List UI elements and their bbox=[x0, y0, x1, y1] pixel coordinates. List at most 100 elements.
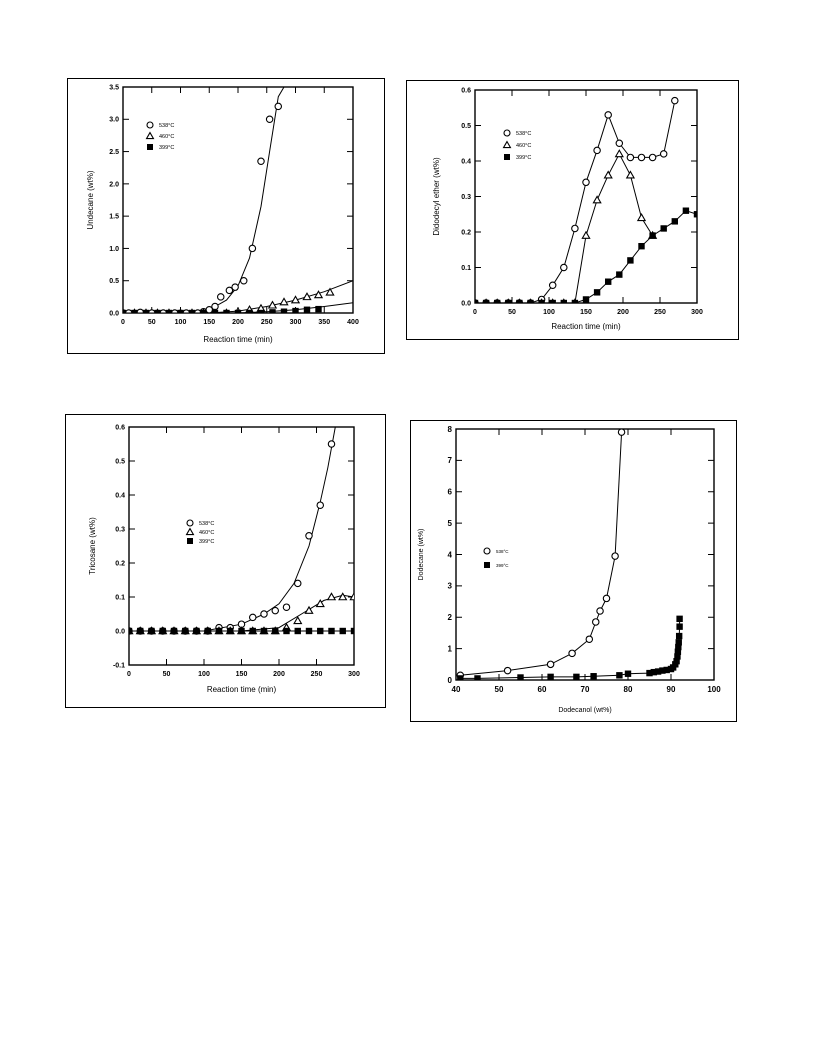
series-460-point bbox=[603, 170, 613, 179]
series-399-point bbox=[283, 627, 290, 635]
series-538-point bbox=[271, 606, 280, 615]
series-538-point bbox=[571, 224, 579, 233]
x-tick-label: 200 bbox=[273, 671, 285, 678]
y-tick-label: 0.0 bbox=[109, 310, 119, 317]
series-399-point bbox=[624, 670, 632, 677]
legend-marker bbox=[502, 140, 512, 149]
series-460-point bbox=[636, 213, 647, 222]
series-399-point bbox=[292, 307, 299, 313]
x-tick-label: 0 bbox=[121, 319, 125, 326]
legend-marker bbox=[146, 121, 154, 129]
series-538-point bbox=[260, 610, 268, 618]
series-538-point bbox=[294, 579, 302, 588]
series-399-point bbox=[616, 271, 623, 278]
legend-marker bbox=[503, 129, 511, 137]
series-399-point bbox=[131, 309, 138, 313]
y-tick-label: -0.1 bbox=[113, 662, 125, 669]
series-399-point bbox=[272, 627, 279, 635]
series-399-point bbox=[204, 627, 211, 635]
series-399-line bbox=[475, 210, 697, 303]
series-399-point bbox=[682, 207, 690, 214]
series-399-point bbox=[200, 309, 207, 313]
y-tick-label: 3 bbox=[448, 582, 453, 591]
series-399-point bbox=[246, 309, 253, 313]
x-tick-label: 0 bbox=[127, 671, 131, 678]
y-tick-label: 0.5 bbox=[115, 458, 125, 465]
series-460-point bbox=[338, 592, 348, 601]
series-460-point bbox=[625, 170, 636, 179]
series-399-point bbox=[350, 627, 354, 635]
series-399-point bbox=[227, 627, 234, 635]
series-399-line bbox=[460, 618, 681, 679]
series-538-point bbox=[148, 309, 156, 313]
series-399-point bbox=[605, 278, 612, 285]
series-399-point bbox=[137, 627, 144, 635]
series-399-point bbox=[159, 627, 166, 635]
series-399-point bbox=[474, 675, 481, 680]
series-538-point bbox=[217, 293, 225, 301]
series-538-point bbox=[615, 139, 624, 147]
series-399-point bbox=[517, 674, 524, 680]
y-axis-label: Didodecyl ether (wt%) bbox=[432, 157, 441, 236]
y-axis-label: Undecane (wt%) bbox=[86, 170, 95, 229]
plot-area bbox=[456, 429, 683, 680]
series-399-point bbox=[280, 308, 288, 313]
x-tick-label: 100 bbox=[543, 309, 555, 316]
series-399-point bbox=[549, 299, 556, 303]
series-399-point bbox=[457, 675, 464, 680]
series-538-point bbox=[560, 263, 568, 272]
dodecane-vs-dodecanol-chart-panel: 40 50 60 70 80 90 100 0 1 2 3 4 5 6 7 8 Dodecanol (wt%) D… bbox=[410, 420, 737, 722]
legend: 538°C 399°C bbox=[483, 547, 509, 568]
tricosane-chart-panel: 0 50 100 150 200 250 300 -0.1 0.0 0.1 0.2 0.3 0.4 0.5… bbox=[65, 414, 386, 708]
y-tick-label: 3.0 bbox=[109, 117, 119, 124]
y-tick-label: 0.0 bbox=[461, 300, 471, 307]
series-399-point bbox=[673, 657, 680, 665]
series-399-point bbox=[676, 615, 683, 623]
series-460-point bbox=[313, 290, 324, 299]
series-538-point bbox=[248, 244, 257, 253]
series-538-point bbox=[671, 96, 679, 105]
legend-marker bbox=[483, 547, 491, 555]
series-399-point bbox=[593, 289, 601, 296]
y-tick-label: 0.4 bbox=[115, 492, 125, 499]
series-538-point bbox=[659, 150, 668, 158]
series-538-point bbox=[582, 178, 590, 187]
x-tick-label: 100 bbox=[198, 671, 210, 678]
x-tick-label: 300 bbox=[290, 319, 302, 326]
series-538-point bbox=[568, 649, 576, 658]
series-399-point bbox=[582, 296, 590, 303]
y-tick-label: 1 bbox=[448, 644, 453, 653]
y-axis-label: Tricosane (wt%) bbox=[88, 517, 97, 575]
x-tick-label: 40 bbox=[452, 685, 461, 694]
series-399-point bbox=[675, 639, 682, 646]
y-tick-label: 7 bbox=[448, 456, 453, 465]
series-399-point bbox=[123, 309, 127, 313]
series-538-point bbox=[265, 115, 274, 124]
series-538-point bbox=[637, 153, 646, 162]
x-tick-label: 400 bbox=[347, 319, 359, 326]
y-tick-label: 0 bbox=[448, 676, 453, 685]
series-538-point bbox=[648, 153, 657, 162]
series-538-point bbox=[593, 146, 601, 155]
series-399-point bbox=[223, 309, 230, 313]
x-axis-label: Reaction time (min) bbox=[203, 335, 273, 344]
series-460-point bbox=[326, 592, 337, 601]
series-399-point bbox=[315, 305, 322, 313]
series-399-point bbox=[260, 627, 268, 635]
x-tick-label: 0 bbox=[473, 309, 477, 316]
series-538-point bbox=[503, 666, 512, 675]
x-axis-label: Dodecanol (wt%) bbox=[558, 707, 611, 714]
series-538-point bbox=[125, 309, 133, 313]
series-399-point bbox=[616, 672, 623, 679]
legend-label: 399°C bbox=[199, 539, 214, 545]
series-399-point bbox=[693, 211, 697, 218]
didodecyl-ether-chart: 0 50 100 150 200 250 300 0.0 0.1 0.2 0.3 0.4 0.5 0.6 R… bbox=[432, 87, 703, 331]
y-tick-label: 0.5 bbox=[461, 123, 471, 130]
didodecyl-ether-chart-panel: 0 50 100 150 200 250 300 0.0 0.1 0.2 0.3 0.4 0.5 0.6 R… bbox=[406, 80, 739, 340]
series-460-point bbox=[293, 616, 303, 625]
y-tick-label: 0.0 bbox=[115, 628, 125, 635]
series-538-point bbox=[602, 594, 611, 603]
legend-label: 399°C bbox=[496, 563, 509, 568]
legend: 538°C 460°C 399°C bbox=[145, 121, 174, 151]
series-399-point bbox=[646, 669, 653, 677]
